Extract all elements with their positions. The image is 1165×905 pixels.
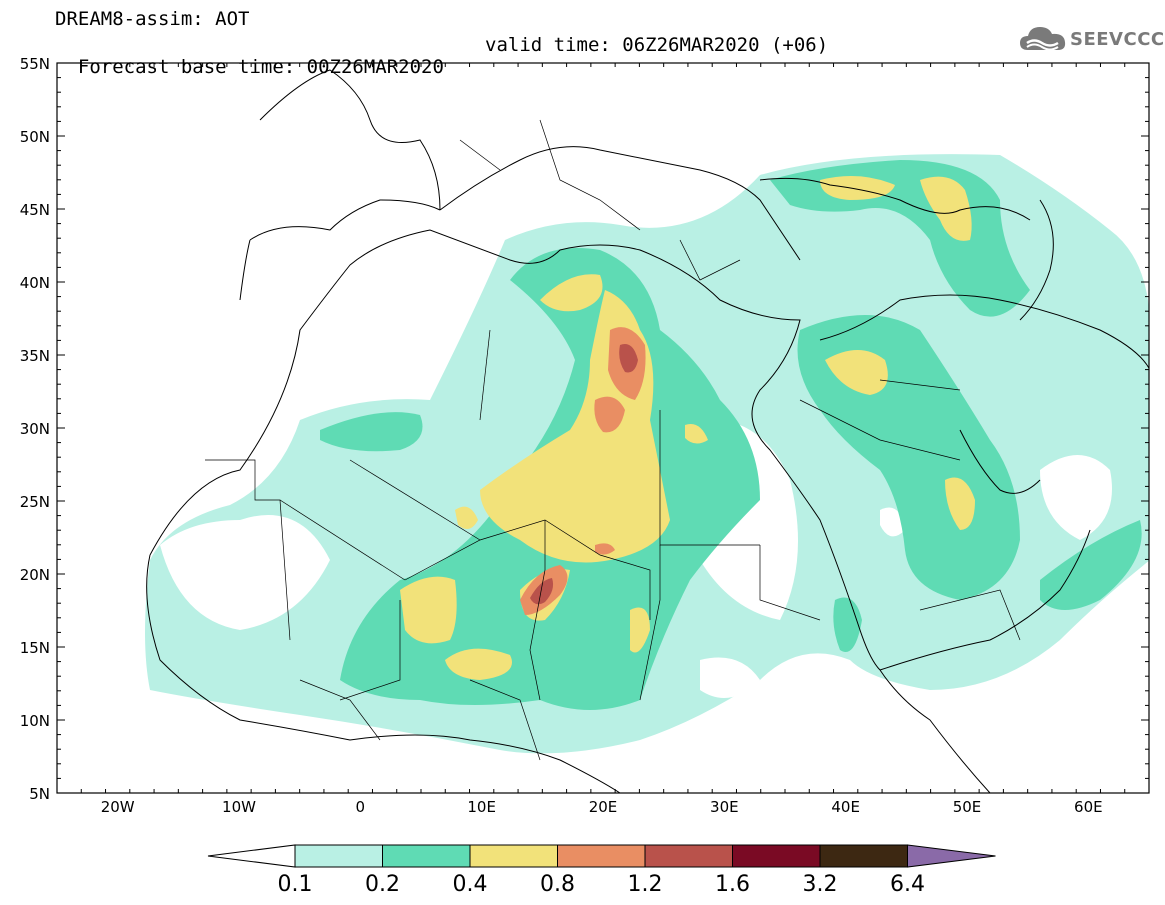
colorbar-level-label: 0.1 xyxy=(277,872,313,897)
colorbar-swatch xyxy=(732,844,821,868)
colorbar-under-arrow xyxy=(207,844,296,868)
lon-label: 50E xyxy=(953,798,982,816)
lat-label: 45N xyxy=(20,201,50,219)
colorbar-swatch xyxy=(819,844,908,868)
colorbar-level-label: 3.2 xyxy=(802,872,838,897)
logo-text: SEEVCCC xyxy=(1070,28,1165,50)
base-time: Forecast base time: 00Z26MAR2020 xyxy=(77,56,444,78)
colorbar-level-label: 6.4 xyxy=(890,872,925,897)
colorbar-swatch xyxy=(382,844,471,868)
colorbar-level-label: 1.6 xyxy=(715,872,750,897)
cloud-icon xyxy=(1020,27,1066,51)
colorbar-swatch xyxy=(557,844,646,868)
colorbar-level-label: 0.2 xyxy=(365,872,400,897)
latitude-labels: 55N 50N 45N 40N 35N 30N 25N 20N 15N 10N 5N xyxy=(20,55,50,803)
lon-label: 10W xyxy=(222,798,256,816)
aot-contours xyxy=(145,69,1149,793)
coastlines xyxy=(146,69,1149,793)
lat-label: 40N xyxy=(20,274,50,292)
lon-label: 10E xyxy=(467,798,496,816)
colorbar xyxy=(207,844,996,868)
lat-label: 50N xyxy=(20,128,50,146)
valid-time: valid time: 06Z26MAR2020 (+06) xyxy=(485,34,829,56)
lon-label: 20W xyxy=(101,798,135,816)
axis-ticks xyxy=(56,62,1150,794)
colorbar-over-arrow xyxy=(907,844,996,868)
lon-label: 20E xyxy=(589,798,618,816)
colorbar-level-label: 1.2 xyxy=(627,872,663,897)
colorbar-level-label: 0.4 xyxy=(452,872,488,897)
lat-label: 20N xyxy=(20,566,50,584)
lon-label: 40E xyxy=(831,798,860,816)
lon-label: 60E xyxy=(1074,798,1103,816)
lat-label: 25N xyxy=(20,493,50,511)
seevccc-logo: SEEVCCC xyxy=(1018,22,1165,56)
lat-label: 35N xyxy=(20,347,50,365)
lat-label: 30N xyxy=(20,420,50,438)
colorbar-swatch xyxy=(469,844,558,868)
map-title: DREAM8-assim: AOT xyxy=(55,8,250,30)
colorbar-level-label: 0.8 xyxy=(540,872,575,897)
lat-label: 5N xyxy=(29,785,50,803)
lon-label: 30E xyxy=(710,798,739,816)
lat-label: 10N xyxy=(20,712,50,730)
longitude-labels: 20W 10W 0 10E 20E 30E 40E 50E 60E xyxy=(101,798,1103,816)
aot-level-1.2 xyxy=(530,344,638,605)
country-borders xyxy=(205,119,1021,761)
lon-label: 0 xyxy=(356,798,366,816)
forecast-times: Forecast base time: 00Z26MAR2020 valid t… xyxy=(55,34,828,100)
lat-label: 55N xyxy=(20,55,50,73)
colorbar-swatch xyxy=(294,844,383,868)
colorbar-swatch xyxy=(644,844,733,868)
lat-label: 15N xyxy=(20,639,50,657)
